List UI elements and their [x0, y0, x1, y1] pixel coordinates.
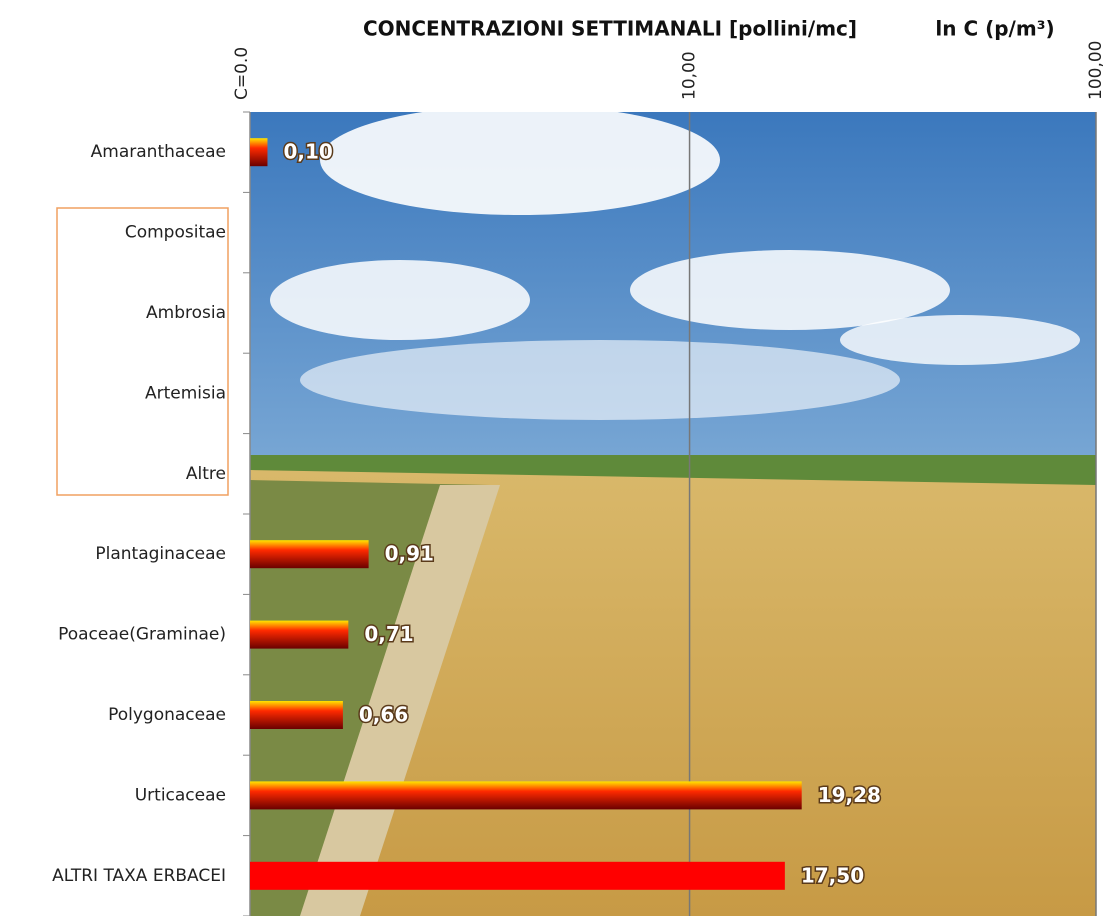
value-label: 0,10	[283, 140, 332, 164]
y-tick-label: Poaceae(Graminae)	[58, 625, 226, 645]
bar	[250, 701, 343, 729]
bar	[250, 620, 349, 649]
y-tick-label: Plantaginaceae	[95, 544, 226, 564]
chart-title: CONCENTRAZIONI SETTIMANALI [pollini/mc]	[363, 17, 857, 41]
background-photo	[250, 105, 1096, 916]
y-tick-label: Altre	[186, 464, 226, 484]
group-box	[56, 207, 229, 496]
y-tick-label: Amaranthaceae	[91, 142, 226, 162]
value-label: 19,28	[818, 783, 881, 807]
bar	[250, 540, 369, 569]
y-tick-label: Ambrosia	[146, 303, 226, 323]
value-label: 17,50	[801, 863, 864, 887]
x-axis-label: ln C (p/m³)	[935, 17, 1054, 41]
value-label: 0,66	[359, 703, 408, 727]
y-tick-label: Compositae	[125, 223, 226, 243]
bar	[250, 861, 785, 890]
bar	[250, 781, 802, 810]
y-tick-label: ALTRI TAXA ERBACEI	[52, 866, 226, 886]
value-label: 0,91	[385, 542, 434, 566]
bar	[250, 138, 268, 167]
y-tick-label: Artemisia	[145, 383, 226, 403]
x-tick-label: 10,00	[680, 51, 700, 100]
y-tick-label: Urticaceae	[135, 785, 226, 805]
value-label: 0,71	[364, 622, 413, 646]
x-tick-label: C=0.0	[232, 47, 252, 100]
y-tick-label: Polygonaceae	[108, 705, 226, 725]
x-tick-label: 100,00	[1086, 41, 1106, 100]
